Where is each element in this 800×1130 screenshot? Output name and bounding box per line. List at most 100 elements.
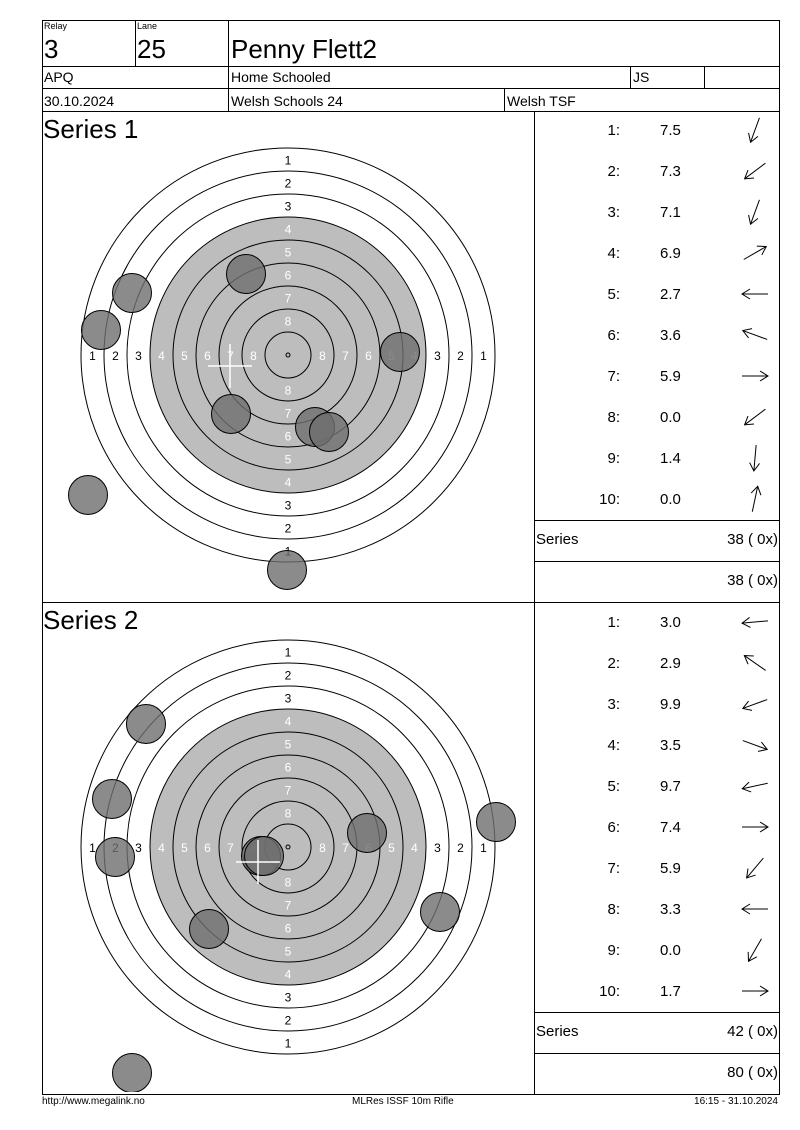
arrow-head: [749, 462, 760, 472]
ring-label-bg: [282, 244, 294, 259]
shot-row: 6: 7.4: [534, 818, 780, 859]
ring-label: 7: [342, 349, 349, 363]
shot-score: 6.9: [660, 245, 681, 262]
shot-number: 2:: [607, 655, 620, 672]
direction-arrow-icon: [743, 245, 768, 260]
ring-label-bg: [282, 667, 294, 682]
date-field: 30.10.2024: [44, 93, 115, 109]
arrow-shaft: [742, 699, 768, 709]
shot-number: 6:: [607, 327, 620, 344]
ring-label-bg: [282, 451, 294, 466]
arrow-head: [748, 214, 759, 226]
ring-label: 4: [285, 968, 292, 982]
shot-score: 3.0: [660, 614, 681, 631]
direction-arrow-icon: [743, 655, 766, 671]
arrow-shaft: [742, 740, 768, 750]
ring-label-bg: [454, 840, 467, 854]
arrow-head: [741, 700, 753, 711]
arrow-glyph: [741, 699, 768, 711]
direction-arrow-icon: [741, 903, 768, 915]
arrow-shaft: [748, 938, 762, 962]
footer-url[interactable]: http://www.megalink.no: [42, 1096, 145, 1107]
shot-score: 5.9: [660, 860, 681, 877]
ring-label: 4: [411, 841, 418, 855]
shot-hole: [244, 836, 284, 876]
shot-score: 7.1: [660, 204, 681, 221]
ring-label-bg: [132, 840, 145, 854]
ring-label: 5: [388, 841, 395, 855]
shot-number: 10:: [599, 983, 620, 1000]
shot-hole: [267, 550, 307, 590]
arrow-head: [759, 370, 769, 382]
ring-label: 8: [285, 384, 292, 398]
ring-label: 8: [285, 807, 292, 821]
shot-score: 1.4: [660, 450, 681, 467]
shot-score: 2.9: [660, 655, 681, 672]
ring-label-bg: [454, 348, 467, 362]
arrow-head: [741, 617, 751, 628]
arrow-glyph: [741, 288, 768, 300]
header-divider: [704, 66, 705, 88]
ring-label-bg: [201, 840, 214, 854]
totals-divider: [534, 1053, 780, 1054]
ring-label: 1: [89, 841, 96, 855]
totals-divider: [534, 561, 780, 562]
ring-label: 2: [285, 669, 292, 683]
direction-arrow-icon: [741, 288, 768, 300]
arrow-glyph: [741, 328, 768, 340]
shot-hole: [380, 332, 420, 372]
shot-row: 8: 0.0: [534, 408, 780, 449]
shot-score: 9.7: [660, 778, 681, 795]
ring-label: 7: [227, 841, 234, 855]
arrow-shaft: [753, 445, 757, 471]
ring-label-bg: [408, 840, 421, 854]
arrow-glyph: [742, 821, 769, 833]
shot-row: 8: 3.3: [534, 900, 780, 941]
shot-score: 9.9: [660, 696, 681, 713]
shot-row: 7: 5.9: [534, 367, 780, 408]
arrow-glyph: [741, 781, 768, 793]
target-ring: [241, 308, 335, 402]
direction-arrow-icon: [741, 328, 768, 340]
ring-label: 3: [434, 841, 441, 855]
ring-label-bg: [362, 348, 375, 362]
ring-label-bg: [155, 840, 168, 854]
ring-label: 5: [285, 453, 292, 467]
arrow-shaft: [742, 620, 768, 624]
ring-label: 3: [434, 349, 441, 363]
shot-row: 3: 7.1: [534, 199, 780, 244]
arrow-head: [743, 415, 755, 426]
ring-label: 2: [285, 1014, 292, 1028]
ring-label-bg: [282, 966, 294, 981]
header-divider: [504, 88, 505, 112]
arrow-shaft: [750, 199, 760, 225]
relay-value: 3: [44, 34, 59, 64]
direction-arrow-icon: [749, 445, 760, 472]
ring-label: 3: [285, 499, 292, 513]
header-divider: [42, 88, 780, 89]
target-ring: [241, 800, 335, 894]
ring-label-bg: [339, 840, 352, 854]
ring-label-bg: [282, 713, 294, 728]
ring-label-bg: [86, 840, 99, 854]
ring-label: 2: [285, 522, 292, 536]
header-divider: [630, 66, 631, 88]
series-total-label: Series: [536, 1023, 579, 1040]
shot-hole: [92, 779, 132, 819]
shot-score: 3.6: [660, 327, 681, 344]
shot-hole: [226, 254, 266, 294]
arrow-head: [759, 821, 769, 833]
shot-hole: [476, 802, 516, 842]
shot-hole: [126, 704, 166, 744]
ring-label-bg: [282, 428, 294, 443]
ring-label-bg: [282, 989, 294, 1004]
arrow-glyph: [741, 617, 768, 628]
ring-label-bg: [155, 348, 168, 362]
arrow-glyph: [743, 408, 766, 426]
arrow-head: [743, 169, 755, 180]
relay-label: Relay: [44, 21, 68, 31]
shot-number: 8:: [607, 901, 620, 918]
ring-label-bg: [282, 290, 294, 305]
ring-label-bg: [224, 840, 237, 854]
shot-number: 1:: [607, 122, 620, 139]
